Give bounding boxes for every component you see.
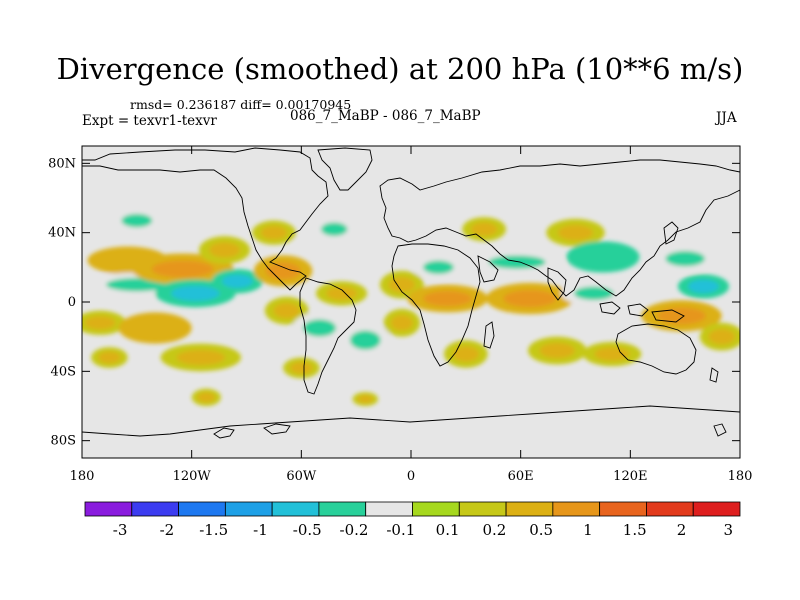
colorbar-swatch	[412, 501, 460, 517]
colorbar-label: -0.2	[340, 521, 369, 539]
field-contour-inner	[665, 251, 705, 267]
y-tick-label: 0	[68, 295, 76, 310]
field-contour-inner	[657, 307, 706, 325]
field-contour-inner	[260, 225, 288, 240]
x-tick-label: 120W	[173, 469, 212, 484]
field-contour-inner	[209, 242, 240, 258]
x-tick-label: 180	[70, 469, 95, 484]
colorbar-label: 0.2	[482, 521, 506, 539]
field-contour-inner	[326, 286, 357, 301]
field-contour-inner	[470, 222, 498, 236]
field-contour-inner	[176, 349, 225, 366]
season-label: JJA	[716, 110, 737, 126]
colorbar-label: -1	[253, 521, 268, 539]
field-contour-inner	[265, 262, 301, 280]
y-tick-label: 80S	[51, 434, 76, 449]
colorbar-label: 1.5	[623, 521, 647, 539]
field-contour-inner	[574, 286, 614, 301]
colorbar-label: -0.5	[293, 521, 322, 539]
colorbar-swatch	[178, 501, 226, 517]
stats-line: rmsd= 0.236187 diff= 0.00170945	[130, 97, 352, 112]
field-contour-inner	[273, 303, 300, 319]
x-tick-label: 60E	[508, 469, 534, 484]
field-contour-inner	[151, 260, 214, 278]
field-contour-inner	[290, 362, 313, 374]
field-contour-inner	[303, 319, 337, 337]
x-tick-label: 60W	[286, 469, 317, 484]
field-contour-inner	[539, 342, 575, 359]
field-contour-inner	[84, 316, 116, 330]
colorbar-label: 3	[724, 521, 734, 539]
field-contour-inner	[488, 255, 546, 269]
colorbar-label: -2	[160, 521, 175, 539]
colorbar-label: 2	[677, 521, 687, 539]
field-contour-inner	[133, 319, 178, 337]
colorbar-swatch	[458, 501, 507, 517]
colorbar-swatch	[505, 501, 554, 517]
experiment-names: 086_7_MaBP - 086_7_MaBP	[290, 108, 481, 124]
colorbar-swatch	[552, 501, 601, 517]
field-contour-inner	[423, 290, 472, 307]
field-contour-inner	[452, 346, 479, 362]
field-contour-inner	[98, 351, 121, 364]
colorbar-label: 0.5	[529, 521, 553, 539]
field-contour-inner	[503, 289, 557, 308]
colorbar-swatch	[692, 501, 741, 517]
field-contour-inner	[222, 274, 253, 288]
colorbar-swatch	[318, 501, 367, 517]
field-contour-inner	[388, 277, 416, 293]
divergence-field	[82, 208, 740, 407]
colorbar-swatch	[646, 501, 694, 517]
colorbar-swatch	[224, 501, 273, 517]
field-contour-inner	[557, 225, 594, 241]
colorbar-label: -3	[113, 521, 128, 539]
x-tick-label: 180	[728, 469, 753, 484]
field-contour-inner	[121, 213, 153, 228]
colorbar-label: 1	[583, 521, 593, 539]
y-tick-label: 80N	[48, 156, 76, 171]
coastlines	[82, 147, 740, 439]
colorbar-label: -0.1	[386, 521, 415, 539]
page-title: Divergence (smoothed) at 200 hPa (10**6 …	[56, 52, 744, 86]
colorbar-label: 0.1	[436, 521, 460, 539]
colorbar-swatch	[271, 501, 320, 517]
x-tick-label: 0	[407, 469, 415, 484]
field-contour-inner	[197, 392, 216, 403]
field-contour-inner	[708, 329, 735, 345]
y-tick-label: 40S	[51, 364, 76, 379]
colorbar-label: -1.5	[199, 521, 228, 539]
experiment-label: Expt = texvr1-texvr	[82, 113, 217, 129]
field-contour-inner	[171, 285, 220, 301]
field-contour-inner	[390, 315, 413, 331]
field-contour-inner	[321, 222, 348, 236]
field-contour-inner	[357, 395, 373, 403]
x-tick-label: 120E	[613, 469, 647, 484]
axis-ticks: 80N 40N 0 40S 80S 180 120W 60W 0 60E 120E 180	[48, 146, 752, 484]
field-contour-inner	[688, 279, 719, 294]
field-contour-inner	[580, 248, 625, 266]
colorbar-swatch	[84, 501, 133, 517]
colorbar-swatch	[131, 501, 179, 517]
field-contour-inner	[349, 330, 381, 350]
y-tick-label: 40N	[48, 226, 76, 241]
colorbar-swatch	[599, 501, 647, 517]
field-contour-inner	[423, 260, 454, 275]
field-contour-inner	[594, 347, 630, 361]
colorbar-swatch	[365, 501, 413, 517]
colorbar: -3 -2 -1.5 -1 -0.5 -0.2 -0.1 0.1 0.2 0.5 1 1.5 2 3	[84, 501, 741, 539]
